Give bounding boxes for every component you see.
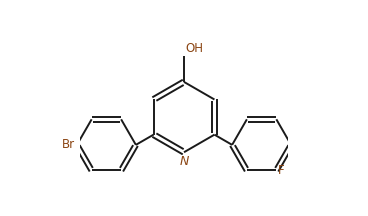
Text: F: F <box>278 164 284 177</box>
Text: Br: Br <box>62 138 75 151</box>
Text: OH: OH <box>185 42 203 55</box>
Text: N: N <box>179 155 189 168</box>
